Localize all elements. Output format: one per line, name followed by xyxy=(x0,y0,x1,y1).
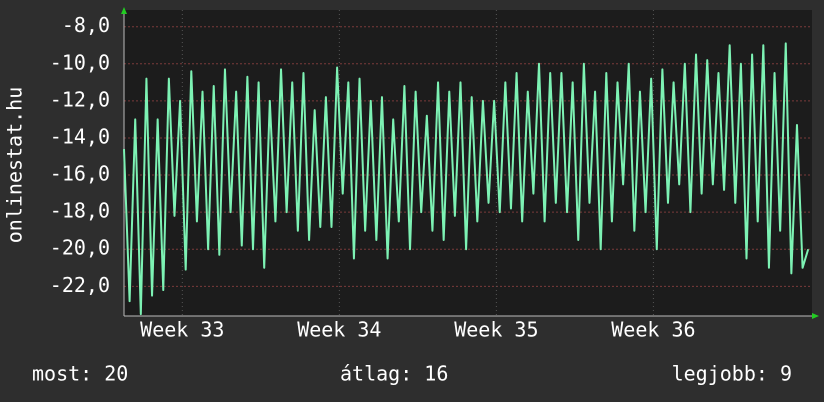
y-tick-label: -18,0 xyxy=(50,199,110,223)
y-axis-label: onlinestat.hu xyxy=(3,87,27,244)
data-line xyxy=(123,42,810,316)
y-tick-label: -12,0 xyxy=(50,87,110,111)
footer-average: átlag: 16 xyxy=(340,362,448,386)
y-tick-label: -14,0 xyxy=(50,124,110,148)
plot-area xyxy=(124,10,812,316)
y-tick-label: -10,0 xyxy=(50,50,110,74)
x-tick-label: Week 33 xyxy=(140,318,224,342)
y-tick-label: -16,0 xyxy=(50,162,110,186)
footer-current: most: 20 xyxy=(32,362,128,386)
x-axis-arrow xyxy=(812,313,819,319)
y-tick-label: -22,0 xyxy=(50,273,110,297)
y-tick-label: -8,0 xyxy=(62,13,110,37)
x-tick-label: Week 36 xyxy=(611,318,695,342)
y-tick-label: -20,0 xyxy=(50,236,110,260)
x-tick-label: Week 34 xyxy=(297,318,381,342)
footer-best: legjobb: 9 xyxy=(672,362,792,386)
y-axis-arrow xyxy=(121,7,127,14)
x-tick-label: Week 35 xyxy=(454,318,538,342)
